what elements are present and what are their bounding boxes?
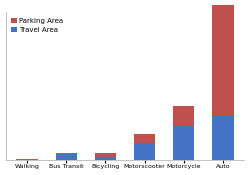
Bar bbox=[56, 154, 77, 160]
Bar bbox=[95, 153, 116, 157]
Bar bbox=[173, 126, 195, 160]
Bar bbox=[134, 134, 155, 143]
Bar bbox=[173, 106, 195, 126]
Bar bbox=[16, 159, 38, 160]
Bar bbox=[95, 157, 116, 160]
Bar bbox=[212, 5, 234, 116]
Bar bbox=[212, 116, 234, 160]
Legend: Parking Area, Travel Area: Parking Area, Travel Area bbox=[9, 16, 66, 35]
Bar bbox=[56, 153, 77, 154]
Bar bbox=[134, 143, 155, 160]
